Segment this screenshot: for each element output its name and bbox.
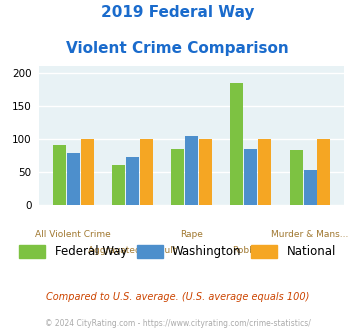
Bar <box>53 145 66 205</box>
Bar <box>199 139 212 205</box>
Text: 2019 Federal Way: 2019 Federal Way <box>101 5 254 20</box>
Bar <box>290 150 303 205</box>
Bar <box>171 149 184 205</box>
Bar <box>185 136 198 205</box>
Text: Violent Crime Comparison: Violent Crime Comparison <box>66 41 289 56</box>
Bar <box>317 139 331 205</box>
Text: © 2024 CityRating.com - https://www.cityrating.com/crime-statistics/: © 2024 CityRating.com - https://www.city… <box>45 319 310 328</box>
Bar <box>230 83 244 205</box>
Bar <box>304 170 317 205</box>
Bar <box>81 139 94 205</box>
Text: Rape: Rape <box>180 230 203 239</box>
Legend: Federal Way, Washington, National: Federal Way, Washington, National <box>15 240 340 263</box>
Text: Robbery: Robbery <box>232 246 270 255</box>
Text: All Violent Crime: All Violent Crime <box>36 230 111 239</box>
Bar <box>140 139 153 205</box>
Bar <box>112 165 125 205</box>
Bar <box>258 139 271 205</box>
Text: Aggravated Assault: Aggravated Assault <box>88 246 177 255</box>
Bar <box>244 149 257 205</box>
Text: Compared to U.S. average. (U.S. average equals 100): Compared to U.S. average. (U.S. average … <box>46 292 309 302</box>
Bar <box>126 157 139 205</box>
Bar <box>67 153 80 205</box>
Text: Murder & Mans...: Murder & Mans... <box>271 230 349 239</box>
